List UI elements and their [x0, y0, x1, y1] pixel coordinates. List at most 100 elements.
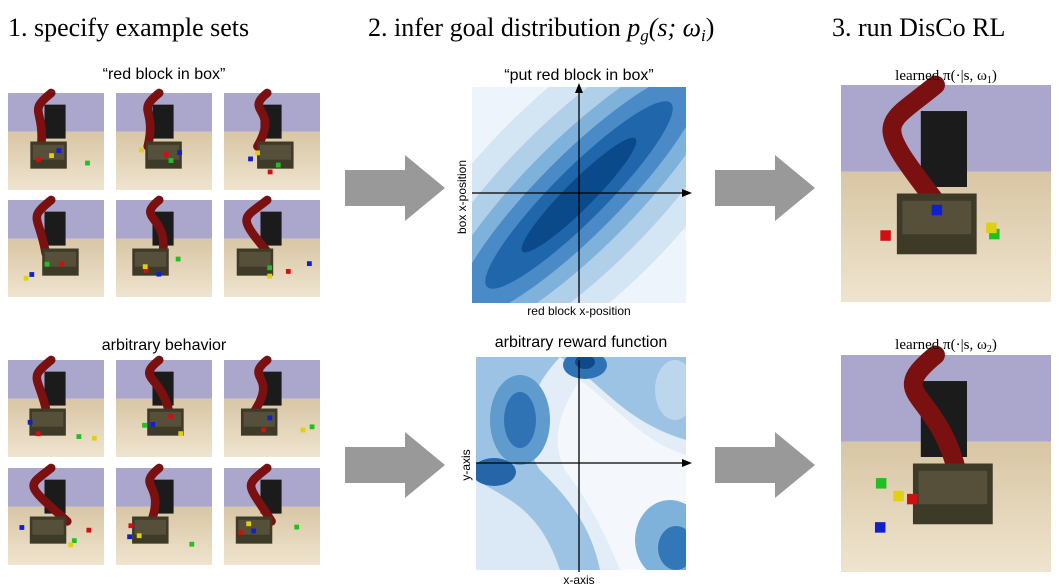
policy-text: ): [992, 337, 997, 353]
cube: [127, 534, 133, 540]
math-sub: i: [701, 26, 706, 45]
cube: [267, 265, 273, 271]
cube: [267, 273, 273, 279]
math: ): [706, 13, 715, 42]
cube: [35, 431, 41, 437]
table-base: [44, 371, 66, 406]
cube: [163, 152, 169, 157]
scene-image: [116, 463, 212, 565]
cube: [19, 525, 25, 530]
step-heading: 2. infer goal distribution pg(s; ωi): [368, 13, 714, 45]
robot-arm: [143, 88, 164, 151]
plot-title: “put red block in box”: [504, 67, 653, 84]
arrow: [715, 432, 815, 498]
axis-label: y-axis: [459, 449, 473, 480]
cube: [285, 269, 291, 274]
robot-arm: [32, 195, 56, 258]
cube: [168, 158, 174, 163]
step-text: 2. infer goal distribution: [368, 13, 621, 42]
axis-label: red block x-position: [527, 304, 630, 318]
contour: [655, 360, 686, 420]
policy-text: learned π(·|s, ω: [895, 68, 987, 84]
axes: [476, 360, 684, 572]
contour: [476, 458, 516, 486]
cube: [248, 156, 253, 162]
box-inner: [149, 411, 182, 427]
arrowheads: [682, 459, 692, 467]
cube: [168, 413, 173, 419]
arrow: [345, 155, 445, 221]
cube: [136, 533, 142, 539]
cube: [150, 422, 156, 427]
box-inner: [31, 411, 64, 427]
cube: [261, 427, 267, 433]
cube: [142, 264, 148, 270]
box-inner: [243, 411, 275, 427]
cube: [59, 261, 65, 267]
cube: [267, 415, 273, 421]
cube: [178, 431, 184, 437]
cube: [189, 541, 195, 547]
robot-arm: [145, 355, 174, 418]
math: p: [625, 13, 640, 42]
scene-image: [116, 195, 212, 297]
axis-label: box x-position: [455, 160, 469, 234]
cube: [128, 523, 134, 529]
scene-image: [8, 88, 104, 190]
axes: [472, 90, 684, 303]
table-base: [44, 104, 66, 139]
contour-plot: [476, 357, 686, 570]
table-base: [920, 111, 967, 187]
cube: [142, 422, 147, 428]
set-label: arbitrary behavior: [102, 337, 227, 354]
scene-image: [224, 355, 320, 457]
cube: [874, 522, 886, 533]
box-inner: [32, 519, 64, 535]
cube: [49, 153, 54, 159]
math: (s; ω: [649, 13, 701, 42]
cube: [68, 542, 74, 548]
contour: [658, 526, 686, 570]
cube: [986, 222, 997, 234]
box-inner: [44, 251, 77, 267]
cube: [989, 228, 1000, 240]
cube: [238, 529, 244, 535]
robot-arm: [32, 355, 56, 418]
math-sub: g: [640, 26, 649, 45]
cube: [294, 524, 300, 530]
arrows: [345, 155, 815, 498]
cube: [300, 427, 306, 433]
scene-image: [116, 88, 212, 190]
robot-arm: [33, 88, 56, 151]
contour: [476, 480, 560, 570]
robot-arm: [29, 463, 72, 526]
cube: [177, 150, 183, 155]
policy-text: learned π(·|s, ω: [895, 337, 987, 353]
scene-image: [224, 88, 320, 190]
box-inner: [134, 519, 167, 535]
robot-arm: [882, 75, 948, 214]
cube: [71, 538, 77, 544]
cube: [56, 148, 62, 154]
arrow: [715, 155, 815, 221]
cube: [246, 521, 252, 527]
robot-arm: [903, 345, 968, 484]
box-inner: [238, 519, 270, 535]
cube: [931, 204, 943, 216]
cube: [880, 230, 891, 241]
policy-text: ): [992, 68, 997, 84]
cube: [309, 424, 315, 430]
table-base: [260, 211, 282, 246]
robot-arm: [145, 463, 164, 526]
robot-arm: [246, 463, 276, 526]
cube: [875, 478, 887, 489]
box-inner: [259, 144, 292, 160]
box-inner: [239, 251, 271, 267]
plot-title: arbitrary reward function: [495, 334, 668, 351]
cube: [143, 267, 149, 273]
cube: [36, 157, 42, 162]
scene-image: [224, 195, 320, 297]
cube: [86, 527, 92, 533]
cube: [156, 271, 162, 277]
